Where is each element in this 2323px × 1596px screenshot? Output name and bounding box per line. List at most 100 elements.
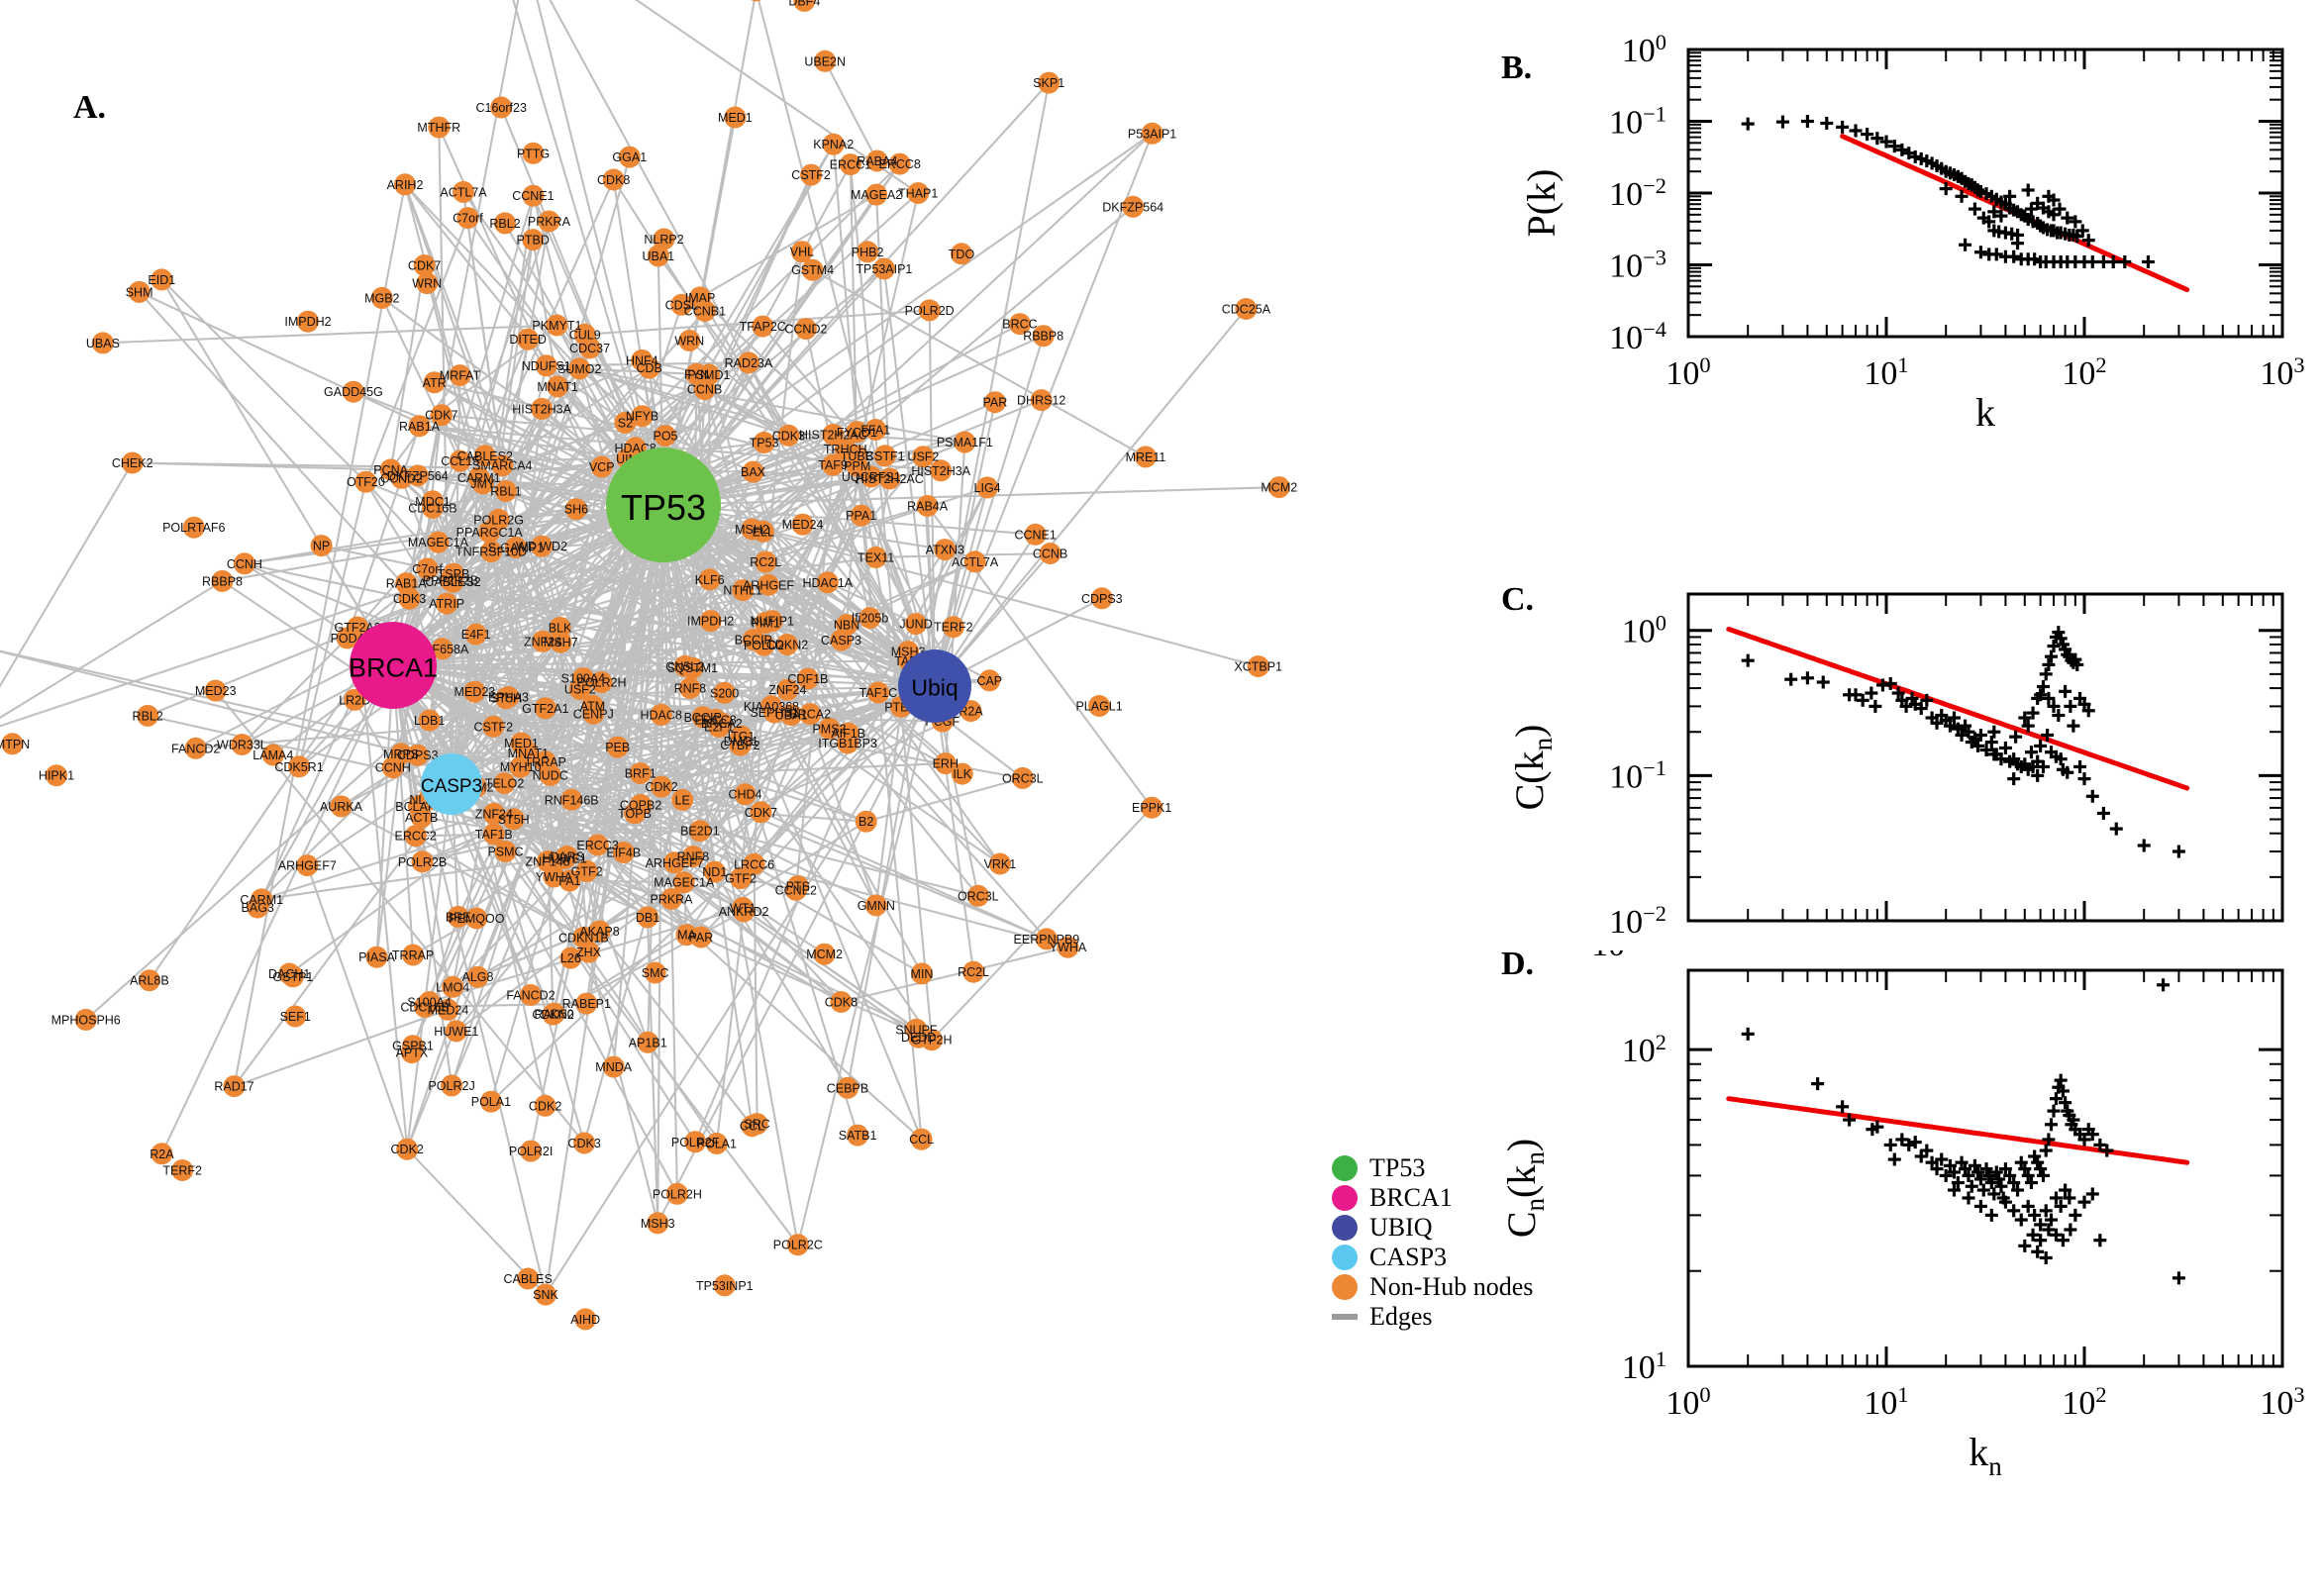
network-node[interactable] — [517, 328, 540, 350]
network-node[interactable] — [698, 568, 721, 591]
network-node[interactable] — [517, 742, 540, 764]
network-node[interactable] — [1090, 587, 1113, 610]
network-node[interactable] — [490, 96, 513, 119]
network-node[interactable] — [689, 926, 712, 948]
network-node[interactable] — [912, 446, 935, 468]
network-node[interactable] — [261, 744, 284, 766]
network-node[interactable] — [864, 419, 887, 441]
network-node[interactable] — [138, 969, 160, 992]
network-node[interactable] — [422, 490, 444, 513]
network-node[interactable] — [427, 531, 450, 553]
network-node[interactable] — [546, 314, 568, 337]
network-node[interactable] — [441, 1074, 463, 1097]
network-node[interactable] — [954, 431, 976, 453]
network-node[interactable] — [442, 570, 464, 593]
network-node[interactable] — [532, 630, 555, 652]
network-node[interactable] — [296, 854, 319, 877]
network-node[interactable] — [794, 318, 817, 341]
network-node[interactable] — [398, 587, 421, 610]
network-node[interactable] — [873, 445, 896, 467]
network-node[interactable] — [905, 613, 927, 636]
network-node[interactable] — [370, 286, 393, 309]
network-node[interactable] — [402, 1035, 424, 1057]
network-node[interactable] — [663, 851, 686, 874]
network-node[interactable] — [753, 432, 775, 453]
network-node[interactable] — [606, 736, 629, 758]
network-node[interactable] — [522, 184, 545, 207]
network-node[interactable] — [430, 404, 453, 427]
network-node[interactable] — [786, 1234, 809, 1256]
network-node[interactable] — [846, 445, 868, 467]
network-node[interactable] — [799, 703, 822, 726]
network-node[interactable] — [379, 458, 402, 481]
network-node[interactable] — [830, 991, 853, 1013]
network-node[interactable] — [693, 378, 716, 401]
network-node[interactable] — [650, 703, 672, 726]
network-node[interactable] — [184, 737, 207, 759]
network-node[interactable] — [559, 947, 582, 969]
network-node[interactable] — [978, 669, 1001, 692]
network-node[interactable] — [575, 859, 598, 882]
network-node[interactable] — [491, 454, 514, 477]
network-node[interactable] — [618, 146, 641, 168]
network-node[interactable] — [1057, 936, 1079, 958]
network-node[interactable] — [816, 571, 839, 594]
network-node[interactable] — [780, 704, 803, 727]
network-node[interactable] — [577, 941, 600, 963]
network-node[interactable] — [865, 183, 888, 206]
network-node[interactable] — [416, 557, 439, 580]
network-node[interactable] — [665, 1182, 688, 1205]
network-node[interactable] — [574, 1308, 597, 1331]
network-node[interactable] — [916, 495, 939, 517]
network-node[interactable] — [408, 415, 431, 438]
network-node[interactable] — [951, 243, 972, 265]
network-node[interactable] — [1135, 446, 1157, 468]
network-node[interactable] — [730, 867, 752, 890]
network-node[interactable] — [442, 975, 464, 998]
network-node[interactable] — [602, 168, 625, 191]
network-node[interactable] — [813, 943, 836, 965]
network-node[interactable] — [878, 467, 901, 490]
network-node[interactable] — [575, 992, 598, 1015]
network-node[interactable] — [482, 715, 505, 738]
network-node[interactable] — [1038, 71, 1060, 94]
network-node[interactable] — [502, 808, 525, 831]
network-node[interactable] — [705, 1133, 728, 1154]
network-node[interactable] — [983, 391, 1006, 414]
network-node[interactable] — [564, 498, 587, 521]
network-node[interactable] — [637, 1031, 659, 1053]
network-node[interactable] — [801, 258, 824, 281]
network-node[interactable] — [406, 464, 429, 487]
network-node[interactable] — [463, 680, 486, 703]
network-node[interactable] — [478, 521, 501, 544]
network-node[interactable] — [413, 254, 436, 276]
network-node[interactable] — [1011, 766, 1034, 789]
network-node[interactable] — [436, 592, 458, 615]
network-node[interactable] — [1035, 928, 1058, 950]
network-node[interactable] — [211, 569, 234, 592]
network-node[interactable] — [713, 1274, 736, 1297]
network-node[interactable] — [631, 349, 654, 371]
network-node[interactable] — [456, 207, 479, 230]
network-node[interactable] — [453, 180, 474, 203]
network-node[interactable] — [847, 1124, 869, 1147]
network-node[interactable] — [864, 894, 887, 917]
network-node[interactable] — [930, 459, 953, 482]
network-node[interactable] — [46, 764, 67, 787]
network-node[interactable] — [672, 871, 695, 894]
network-node[interactable] — [631, 405, 654, 428]
network-node[interactable] — [522, 229, 545, 251]
network-node[interactable] — [872, 257, 895, 280]
network-node[interactable] — [554, 848, 576, 870]
network-node[interactable] — [612, 842, 635, 863]
network-node[interactable] — [560, 788, 583, 811]
network-node[interactable] — [822, 453, 845, 476]
network-hub-ubiq[interactable] — [898, 649, 971, 723]
network-node[interactable] — [517, 1267, 540, 1290]
network-node[interactable] — [963, 550, 986, 573]
network-node[interactable] — [493, 772, 516, 795]
network-node[interactable] — [464, 623, 487, 646]
network-node[interactable] — [182, 516, 205, 539]
network-node[interactable] — [549, 616, 571, 639]
network-node[interactable] — [684, 1131, 707, 1153]
